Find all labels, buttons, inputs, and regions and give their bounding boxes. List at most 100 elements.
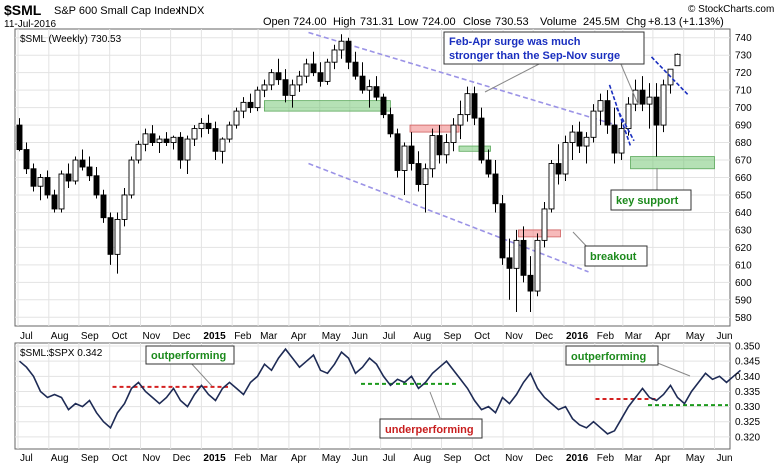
candle-body-15 [121, 194, 128, 220]
candle-body-85 [611, 124, 618, 154]
candle-body-70 [506, 257, 513, 269]
candle-body-35 [261, 84, 268, 91]
chg-value: +8.13 (+1.13%) [648, 16, 724, 28]
candle-body-69 [499, 203, 506, 259]
price-x-tick-16: Nov [505, 331, 523, 342]
candle-body-10 [86, 166, 93, 177]
chart-exchange: INDX [178, 5, 205, 17]
ratio-y-tick-1: 0.325 [735, 417, 760, 428]
outperforming-1-pointer [189, 361, 213, 387]
price-y-tick-3: 610 [735, 260, 752, 271]
candle-body-23 [177, 136, 184, 161]
price-x-tick-3: Oct [112, 331, 128, 342]
outperforming-1-box [145, 345, 235, 365]
chg-label: Chg [626, 16, 646, 28]
price-y-tick-7: 650 [735, 190, 752, 201]
candle-body-80 [576, 131, 583, 147]
ratio-x-tick-6: 2015 [203, 453, 226, 464]
candle-body-17 [135, 143, 142, 161]
candle-body-84 [604, 100, 611, 126]
ratio-line [18, 347, 742, 435]
ratio-y-tick-4: 0.340 [735, 372, 760, 383]
price-x-tick-10: May [322, 331, 341, 342]
callout-pointer-right [619, 61, 639, 105]
candle-body-65 [471, 93, 478, 119]
price-x-tick-17: Dec [535, 331, 553, 342]
candle-body-38 [282, 79, 289, 96]
candle-body-57 [415, 163, 422, 185]
candle-body-1 [23, 149, 30, 170]
price-x-tick-19: Feb [597, 331, 615, 342]
price-x-tick-13: Aug [413, 331, 431, 342]
price-x-tick-1: Aug [51, 331, 69, 342]
zone-green-2 [458, 145, 491, 152]
ratio-x-tick-19: Feb [597, 453, 615, 464]
zone-green-4 [630, 156, 715, 170]
candle-body-25 [191, 128, 198, 140]
price-x-tick-12: Jul [383, 331, 396, 342]
price-y-tick-4: 620 [735, 243, 752, 254]
chart-date: 11-Jul-2016 [4, 19, 57, 30]
price-x-tick-18: 2016 [566, 331, 589, 342]
high-label: High [333, 16, 356, 28]
open-value: 724.00 [293, 16, 327, 28]
candle-body-33 [247, 101, 254, 109]
candle-body-77 [555, 163, 562, 175]
ratio-x-tick-18: 2016 [566, 453, 589, 464]
price-legend: $SML (Weekly) 730.53 [20, 34, 122, 45]
zone-red-3 [518, 229, 561, 238]
price-x-tick-7: Feb [234, 331, 252, 342]
candle-body-45 [331, 49, 338, 63]
candle-body-74 [534, 239, 541, 292]
underperforming-box [379, 418, 483, 439]
outperforming-2-box [565, 345, 659, 366]
breakout-box [584, 245, 648, 267]
candlestick-series [16, 34, 681, 313]
ratio-y-tick-3: 0.335 [735, 387, 760, 398]
zone-red-1 [409, 124, 460, 133]
ratio-y-tick-5: 0.345 [735, 357, 760, 368]
price-y-tick-11: 690 [735, 121, 752, 132]
candle-body-4 [44, 177, 51, 196]
candle-body-73 [527, 274, 534, 292]
candle-body-3 [37, 177, 44, 187]
ratio-levels [112, 382, 728, 407]
price-x-tick-11: Jun [352, 331, 368, 342]
price-y-tick-8: 660 [735, 173, 752, 184]
price-y-tick-0: 580 [735, 313, 752, 324]
candle-body-62 [450, 124, 457, 144]
candle-body-68 [492, 173, 499, 205]
candle-body-39 [289, 84, 296, 96]
zone-green-0 [263, 100, 391, 112]
ratio-x-tick-7: Feb [234, 453, 252, 464]
chart-index-name: S&P 600 Small Cap Index [54, 5, 181, 17]
candle-body-13 [107, 217, 114, 255]
candle-body-60 [436, 135, 443, 156]
price-x-axis: Jul Aug Sep Oct Nov Dec 2015 Feb Mar Apr May Jun Jul… [20, 331, 733, 342]
candle-body-22 [170, 136, 177, 144]
ratio-x-tick-8: Mar [260, 453, 278, 464]
price-y-tick-9: 670 [735, 156, 752, 167]
ratio-x-tick-5: Dec [173, 453, 191, 464]
callout-box [443, 31, 645, 65]
candle-body-94 [674, 53, 681, 67]
candle-body-8 [72, 159, 79, 182]
outperforming-2-text: outperforming [571, 351, 646, 363]
price-y-tick-6: 640 [735, 208, 752, 219]
price-y-tick-12: 700 [735, 103, 752, 114]
underperforming-pointer [429, 391, 441, 419]
wedge-lines [608, 56, 690, 147]
ratio-x-tick-21: Apr [655, 453, 671, 464]
channel-line-1 [308, 162, 589, 273]
candle-body-26 [198, 122, 205, 130]
price-x-tick-6: 2015 [203, 331, 226, 342]
ratio-x-tick-17: Dec [535, 453, 553, 464]
candle-body-55 [401, 145, 408, 171]
price-y-tick-16: 740 [735, 33, 752, 44]
wedge-line-1 [615, 107, 635, 142]
candle-body-78 [562, 142, 569, 175]
ratio-x-tick-16: Nov [505, 453, 523, 464]
candle-body-41 [303, 63, 310, 77]
candle-body-58 [422, 168, 429, 185]
ratio-x-tick-11: Jun [352, 453, 368, 464]
